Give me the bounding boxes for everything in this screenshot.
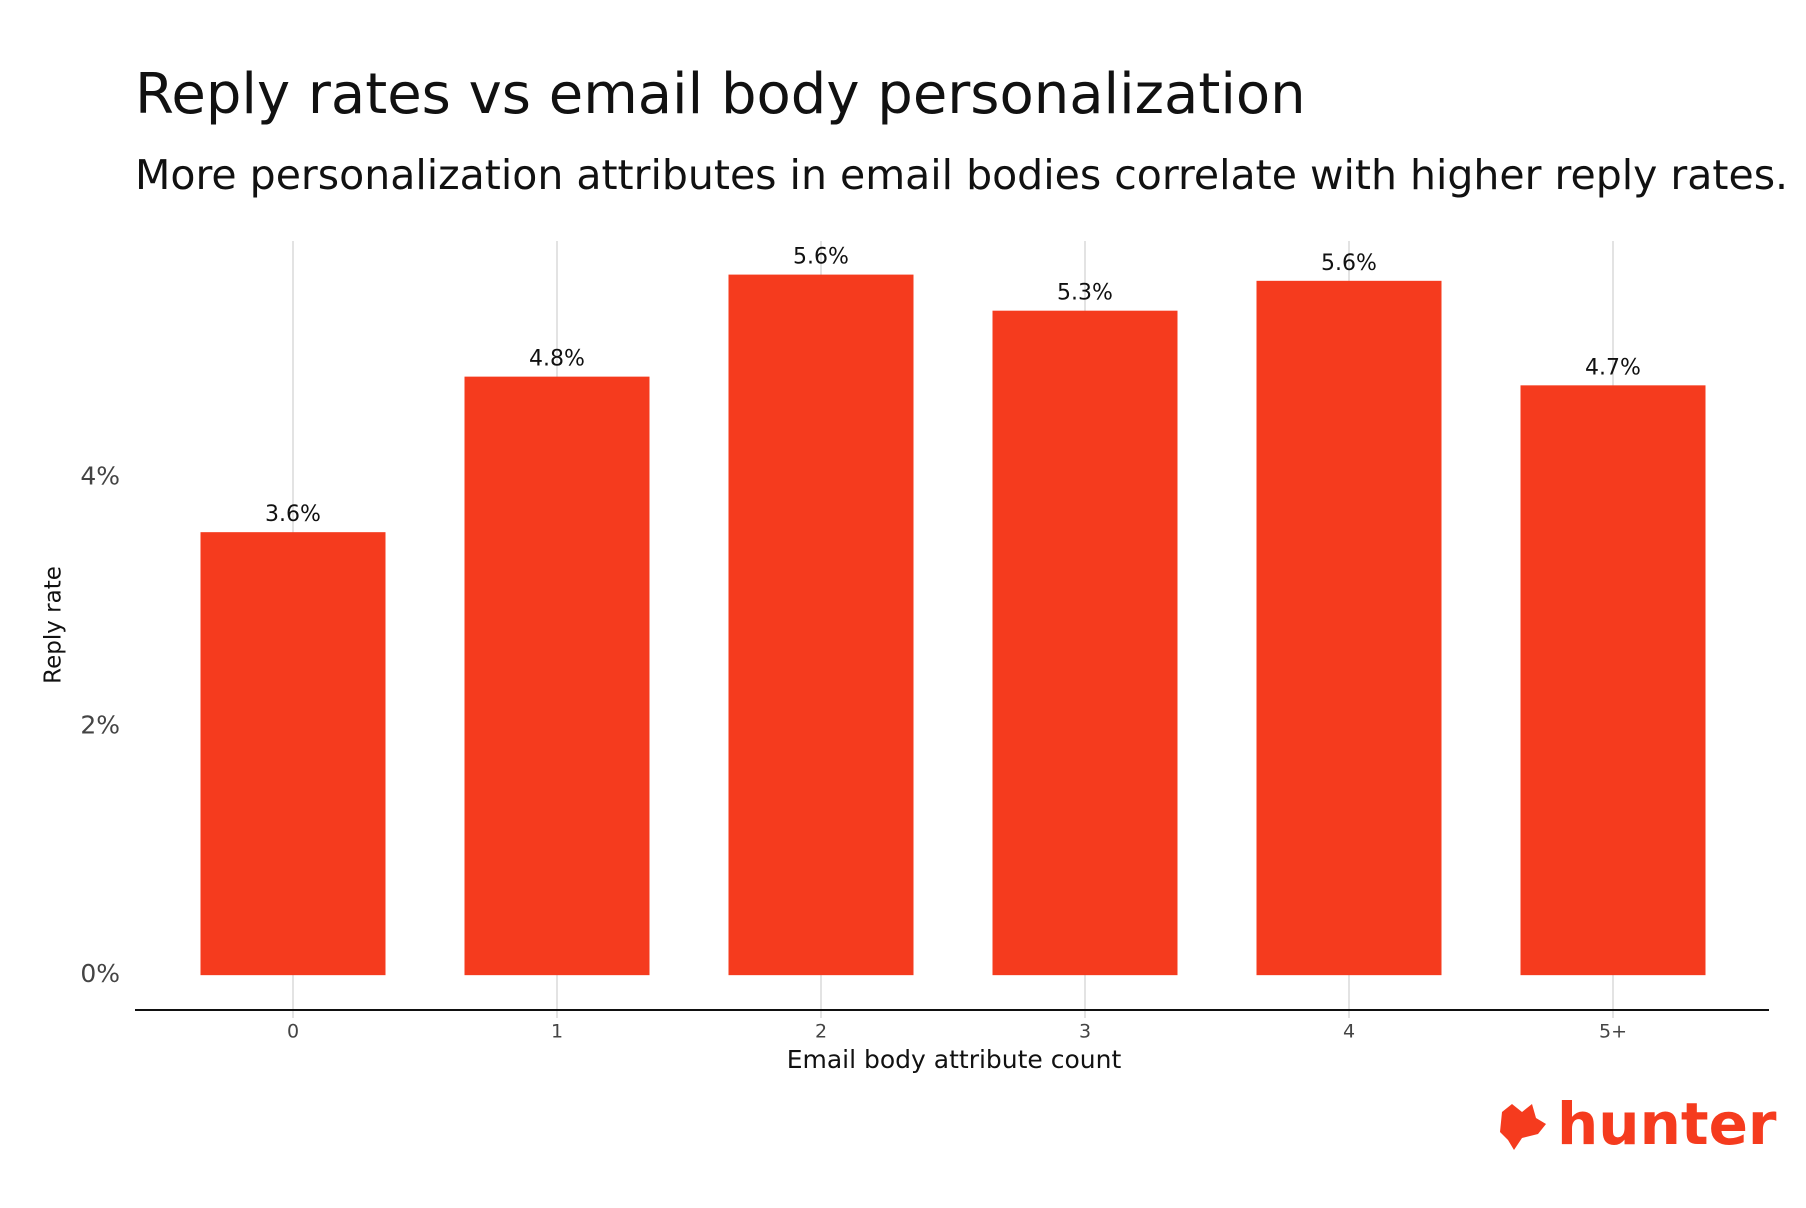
y-tick-label: 0% — [80, 959, 120, 988]
logo-text: hunter — [1557, 1090, 1777, 1158]
x-axis-label: Email body attribute count — [787, 1045, 1122, 1074]
bar — [992, 310, 1178, 976]
bar — [464, 376, 650, 976]
value-label: 5.6% — [793, 245, 849, 270]
bar — [200, 532, 386, 976]
bar — [1256, 280, 1442, 976]
bar — [728, 274, 914, 976]
x-tick-label: 1 — [551, 1021, 563, 1043]
value-label: 5.3% — [1057, 281, 1113, 306]
value-label: 5.6% — [1321, 251, 1377, 276]
x-tick-label: 5+ — [1599, 1021, 1627, 1043]
value-label: 3.6% — [265, 502, 321, 527]
x-tick-label: 4 — [1343, 1021, 1355, 1043]
y-tick-label: 2% — [80, 710, 120, 739]
logo-icon — [1500, 1104, 1546, 1150]
x-tick-label: 3 — [1079, 1021, 1091, 1043]
value-label: 4.7% — [1585, 355, 1641, 380]
value-label: 4.8% — [529, 347, 585, 372]
x-tick-label: 2 — [815, 1021, 827, 1043]
bar — [1520, 385, 1706, 976]
fox-icon — [1500, 1104, 1546, 1150]
chart-title: Reply rates vs email body personalizatio… — [135, 62, 1306, 127]
y-tick-label: 4% — [80, 461, 120, 490]
chart-subtitle: More personalization attributes in email… — [135, 151, 1788, 199]
x-tick-label: 0 — [287, 1021, 299, 1043]
y-axis-label: Reply rate — [41, 566, 67, 684]
